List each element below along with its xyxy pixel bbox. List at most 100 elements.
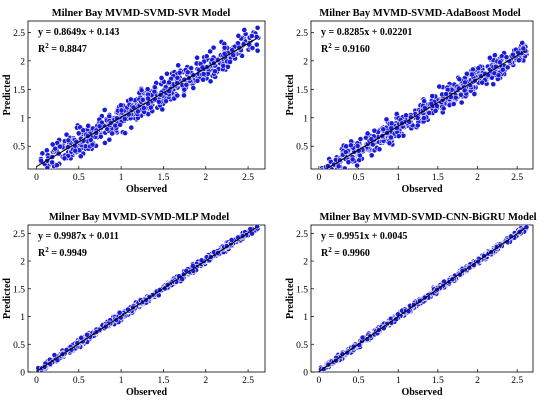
data-point bbox=[475, 65, 482, 72]
data-point bbox=[376, 146, 383, 153]
data-point bbox=[235, 32, 242, 39]
data-point bbox=[118, 107, 125, 114]
x-tick-label: 2.5 bbox=[511, 173, 523, 183]
data-point bbox=[207, 78, 214, 85]
data-point bbox=[75, 130, 82, 137]
data-point bbox=[106, 136, 113, 143]
data-point bbox=[323, 169, 328, 174]
data-point bbox=[253, 41, 260, 48]
data-point bbox=[194, 54, 200, 61]
y-tick-label: 1 bbox=[303, 313, 308, 323]
data-point bbox=[471, 91, 478, 97]
data-point bbox=[44, 165, 51, 169]
data-point bbox=[386, 140, 393, 147]
data-point bbox=[221, 44, 228, 51]
y-tick-label: 0.5 bbox=[13, 341, 25, 351]
fit-equation: y = 0.9951x + 0.0045 bbox=[321, 231, 407, 242]
panel-svr: Milner Bay MVMD-SVMD-SVR Model 0 0.5 1 1.5 2… bbox=[2, 8, 266, 195]
data-point bbox=[138, 87, 145, 94]
data-point bbox=[486, 54, 493, 61]
data-point bbox=[97, 133, 104, 140]
panel-title-adaboost: Milner Bay MVMD-SVMD-AdaBoost Model bbox=[319, 8, 520, 19]
data-point bbox=[121, 116, 128, 122]
data-point bbox=[43, 170, 48, 175]
data-point bbox=[139, 96, 146, 103]
fit-equation: y = 0.9987x + 0.011 bbox=[38, 231, 119, 242]
x-tick-label: 1.5 bbox=[157, 376, 169, 386]
data-point bbox=[85, 122, 92, 129]
y-tick-label: 2.5 bbox=[13, 230, 25, 240]
x-axis-label: Observed bbox=[126, 184, 168, 195]
data-point bbox=[426, 110, 433, 116]
data-point bbox=[241, 27, 248, 33]
data-point bbox=[109, 130, 115, 137]
x-tick-label: 0 bbox=[317, 173, 322, 183]
data-point bbox=[368, 152, 375, 159]
data-point bbox=[450, 101, 457, 107]
y-tick-label: 2 bbox=[303, 57, 308, 67]
panel-title-svr: Milner Bay MVMD-SVMD-SVR Model bbox=[52, 8, 231, 19]
data-point bbox=[395, 133, 402, 140]
data-point bbox=[200, 76, 207, 83]
x-tick-label: 1.5 bbox=[157, 173, 169, 183]
r-squared: R2 = 0.9960 bbox=[321, 246, 370, 259]
x-tick-label: 2.5 bbox=[242, 376, 254, 386]
y-axis-label: Predicted bbox=[285, 74, 296, 115]
data-point bbox=[335, 163, 342, 169]
data-point bbox=[134, 108, 141, 115]
x-tick-label: 2 bbox=[475, 173, 480, 183]
data-point bbox=[53, 162, 60, 169]
data-point bbox=[499, 66, 506, 73]
r-squared: R2 = 0.9160 bbox=[321, 42, 370, 55]
data-point bbox=[104, 126, 111, 132]
data-point bbox=[503, 54, 510, 61]
fit-line bbox=[325, 50, 526, 169]
data-point bbox=[356, 152, 363, 159]
y-tick-label: 2 bbox=[20, 258, 25, 268]
data-point bbox=[227, 59, 233, 65]
data-point bbox=[80, 127, 87, 134]
data-point bbox=[140, 105, 147, 111]
x-axis-label: Observed bbox=[401, 184, 443, 195]
y-tick-label: 2.5 bbox=[13, 29, 25, 39]
data-point bbox=[254, 47, 261, 54]
y-tick-label: 0.5 bbox=[296, 341, 308, 351]
y-tick-label: 0 bbox=[20, 369, 25, 379]
data-point bbox=[504, 64, 511, 71]
data-point bbox=[57, 143, 63, 150]
data-point bbox=[164, 70, 170, 77]
data-point bbox=[166, 79, 172, 86]
data-point bbox=[357, 136, 364, 142]
fit-equation: y = 0.8285x + 0.02201 bbox=[321, 27, 412, 38]
data-point bbox=[359, 334, 366, 341]
data-point bbox=[181, 92, 187, 99]
data-point bbox=[174, 74, 181, 81]
y-tick-label: 1.5 bbox=[296, 86, 308, 96]
data-point bbox=[328, 166, 335, 169]
data-point bbox=[194, 77, 201, 84]
data-point bbox=[432, 107, 439, 114]
data-point bbox=[462, 79, 468, 86]
x-tick-label: 1.5 bbox=[432, 376, 444, 386]
data-point bbox=[78, 334, 85, 341]
data-point bbox=[421, 115, 427, 121]
data-point bbox=[452, 94, 459, 101]
y-axis-label: Predicted bbox=[2, 278, 13, 319]
y-axis-label: Predicted bbox=[2, 74, 13, 115]
data-point bbox=[151, 84, 158, 91]
y-tick-label: 1.5 bbox=[13, 86, 25, 96]
data-point bbox=[349, 156, 356, 163]
data-point bbox=[203, 53, 210, 60]
panel-title-mlp: Milner Bay MVMD-SVMD-MLP Model bbox=[49, 212, 229, 223]
data-point bbox=[497, 59, 503, 66]
x-tick-label: 1 bbox=[396, 173, 401, 183]
data-point bbox=[456, 76, 463, 83]
x-tick-label: 0.5 bbox=[353, 376, 365, 386]
x-tick-label: 2 bbox=[475, 376, 480, 386]
data-point bbox=[479, 79, 486, 86]
data-point bbox=[342, 149, 349, 155]
data-point bbox=[39, 150, 46, 157]
data-point bbox=[43, 147, 50, 154]
data-point bbox=[158, 75, 165, 81]
